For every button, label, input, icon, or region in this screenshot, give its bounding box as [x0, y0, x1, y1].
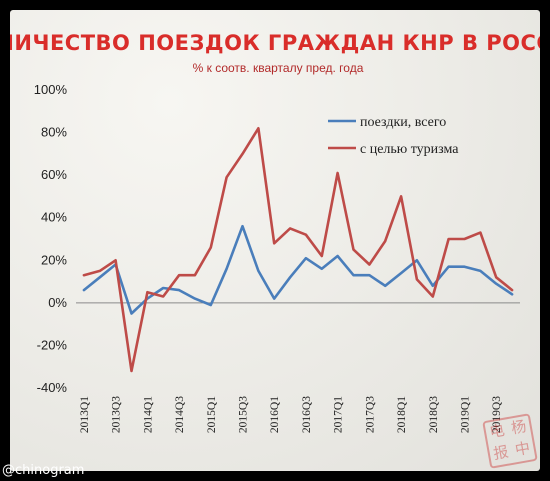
- x-tick-label: 2018Q1: [396, 396, 408, 433]
- x-tick-label: 2014Q3: [174, 396, 186, 433]
- x-tick-label: 2016Q1: [269, 396, 281, 433]
- y-tick-label: 0%: [48, 295, 67, 310]
- y-tick-label: 60%: [41, 167, 67, 182]
- x-tick-label: 2017Q1: [333, 396, 345, 433]
- stamp-char: 中: [513, 438, 532, 460]
- y-tick-label: -20%: [37, 337, 68, 352]
- chart-title: КОЛИЧЕСТВО ПОЕЗДОК ГРАЖДАН КНР В РОССИЮ: [10, 31, 540, 55]
- chart-card: КОЛИЧЕСТВО ПОЕЗДОК ГРАЖДАН КНР В РОССИЮ …: [10, 10, 540, 471]
- x-tick-label: 2019Q3: [491, 396, 503, 433]
- x-tick-label: 2013Q3: [111, 396, 123, 433]
- series-line: [82, 127, 514, 373]
- x-tick-label: 2019Q1: [460, 396, 472, 433]
- x-tick-label: 2014Q1: [142, 396, 154, 433]
- legend: поездки, всего с целью туризма: [328, 115, 459, 157]
- red-stamp: 电 杨 报 中: [482, 413, 538, 469]
- legend-label: поездки, всего: [360, 115, 446, 130]
- series-group: [82, 127, 514, 373]
- x-tick-label: 2013Q1: [79, 396, 91, 433]
- legend-label: с целью туризма: [360, 142, 459, 157]
- watermark: @chinogram: [2, 463, 85, 478]
- y-tick-label: 80%: [41, 125, 67, 140]
- y-tick-label: 40%: [41, 210, 67, 225]
- x-tick-label: 2016Q3: [301, 396, 313, 433]
- line-chart: КОЛИЧЕСТВО ПОЕЗДОК ГРАЖДАН КНР В РОССИЮ …: [10, 31, 540, 433]
- y-tick-label: -40%: [37, 380, 68, 395]
- x-tick-label: 2015Q3: [238, 396, 250, 433]
- x-tick-label: 2018Q3: [428, 396, 440, 433]
- x-tick-label: 2017Q3: [364, 396, 376, 433]
- axes: 100% 80% 60% 40% 20% 0% -20% -40% 2013Q1 2013Q3 20…: [34, 82, 520, 433]
- chart-subtitle: % к соотв. кварталу пред. года: [193, 61, 364, 75]
- x-tick-label: 2015Q1: [206, 396, 218, 433]
- y-tick-label: 20%: [41, 252, 67, 267]
- y-tick-label: 100%: [34, 82, 68, 97]
